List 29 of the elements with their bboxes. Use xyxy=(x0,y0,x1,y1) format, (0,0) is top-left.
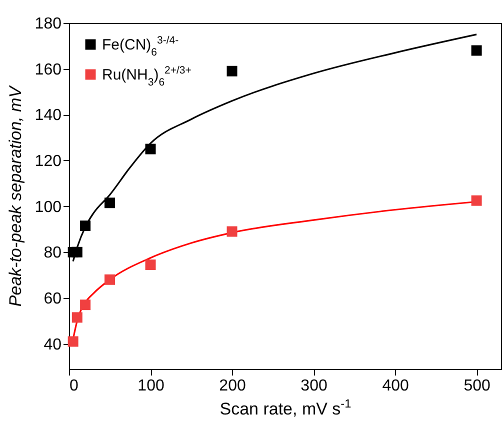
x-tick-label: 500 xyxy=(464,378,490,394)
point xyxy=(68,336,78,347)
point xyxy=(145,260,156,270)
y-tick-label: 160 xyxy=(34,61,62,78)
point xyxy=(471,195,482,206)
point xyxy=(80,300,91,310)
x-tick-label: 0 xyxy=(70,378,78,394)
y-tick-label: 180 xyxy=(34,16,62,32)
x-tick-label: 400 xyxy=(382,378,409,394)
point xyxy=(104,198,115,208)
point xyxy=(104,274,115,285)
y-tick-label: 120 xyxy=(34,152,62,170)
y-tick-label: 100 xyxy=(34,198,62,216)
y-axis-title: Peak-to-peak separation, mV xyxy=(6,84,25,307)
x-tick-label: 100 xyxy=(138,378,164,394)
point xyxy=(80,220,91,232)
y-tick-label: 40 xyxy=(44,336,62,354)
y-tick-label: 60 xyxy=(44,290,62,308)
point xyxy=(226,226,238,237)
point xyxy=(471,45,482,56)
x-tick-label: 200 xyxy=(219,378,246,394)
point xyxy=(145,144,156,154)
y-tick-label: 80 xyxy=(44,244,62,262)
point xyxy=(72,312,82,323)
point xyxy=(226,66,238,76)
x-tick-label: 300 xyxy=(300,378,328,394)
point xyxy=(72,246,82,258)
x-axis-title: Scan rate, mV s$^{-1}$ xyxy=(220,396,352,418)
y-tick-label: 140 xyxy=(34,107,62,124)
